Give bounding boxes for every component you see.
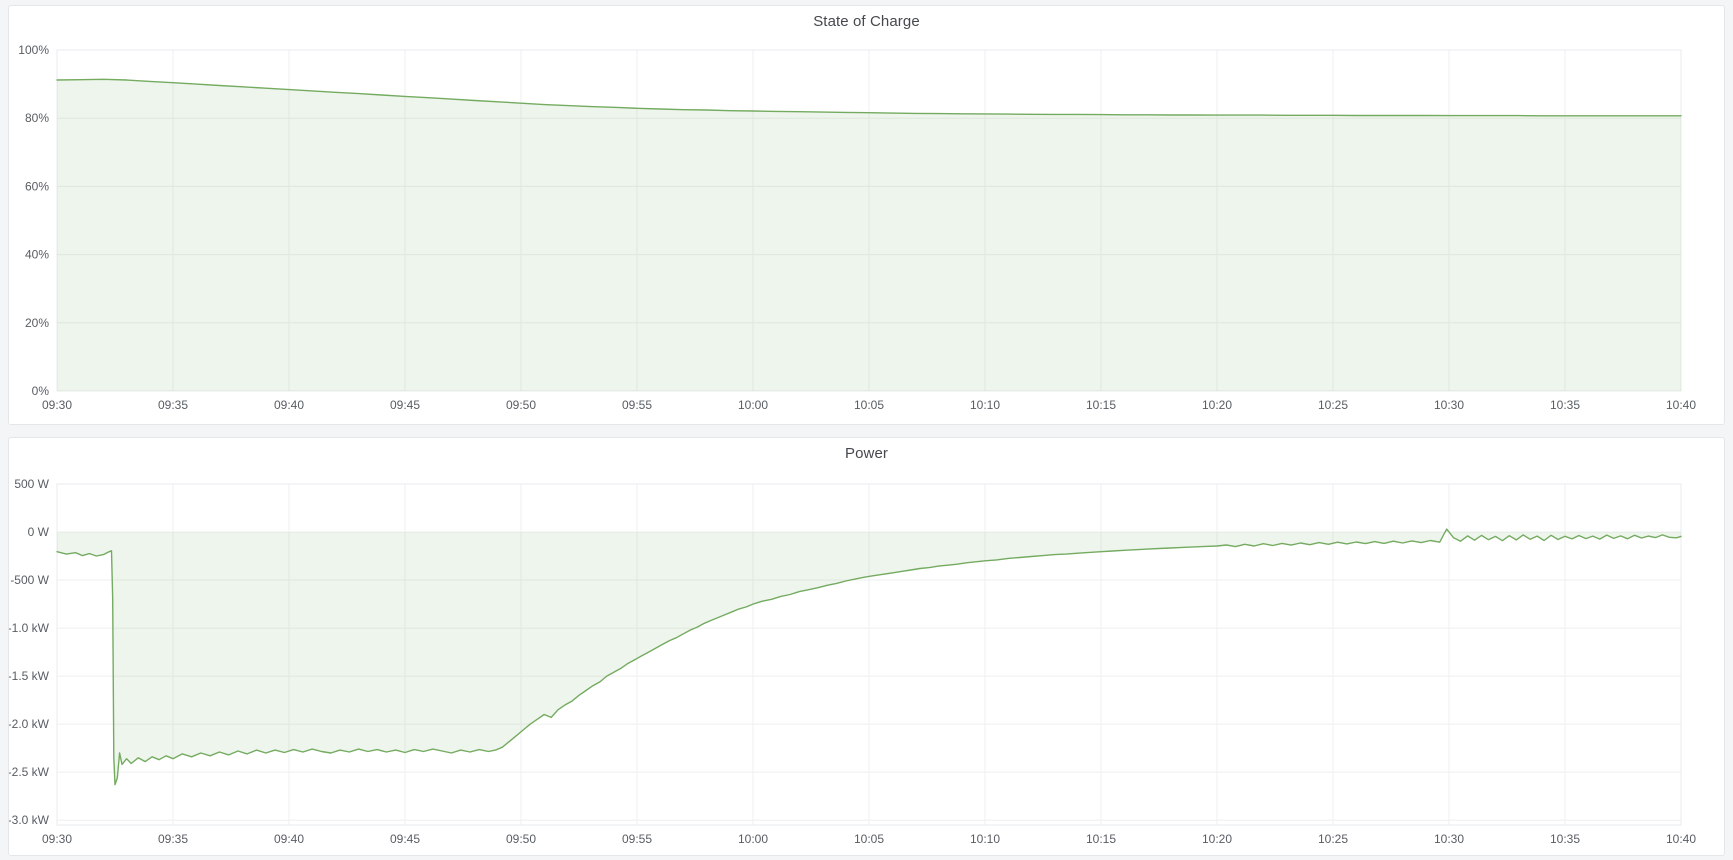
- series-area-fill: [57, 529, 1681, 785]
- x-tick-label: 09:55: [622, 398, 652, 412]
- y-tick-label: 0 W: [28, 525, 50, 539]
- y-tick-label: 20%: [25, 316, 49, 330]
- soc-panel-title: State of Charge: [813, 13, 920, 30]
- x-tick-label: 10:40: [1666, 832, 1696, 846]
- x-tick-label: 09:35: [158, 832, 188, 846]
- x-tick-label: 10:25: [1318, 832, 1348, 846]
- y-tick-label: -1.5 kW: [9, 669, 50, 683]
- x-tick-label: 09:50: [506, 398, 536, 412]
- x-tick-label: 10:25: [1318, 398, 1348, 412]
- x-tick-label: 10:30: [1434, 832, 1464, 846]
- soc-panel: State of Charge 100% 80% 60% 40% 20% 0% 09:30 0…: [8, 5, 1725, 425]
- x-tick-label: 10:10: [970, 832, 1000, 846]
- x-tick-label: 10:35: [1550, 832, 1580, 846]
- series-line: [56, 528, 1682, 786]
- y-tick-label: -2.0 kW: [9, 717, 50, 731]
- x-tick-label: 09:45: [390, 398, 420, 412]
- y-tick-label: 0%: [32, 384, 50, 398]
- x-tick-label: 10:00: [738, 832, 768, 846]
- x-tick-label: 10:05: [854, 832, 884, 846]
- x-tick-label: 10:00: [738, 398, 768, 412]
- x-tick-label: 09:45: [390, 832, 420, 846]
- x-tick-label: 09:40: [274, 398, 304, 412]
- x-tick-label: 10:10: [970, 398, 1000, 412]
- y-tick-label: -3.0 kW: [9, 813, 50, 827]
- power-chart[interactable]: 500 W 0 W -500 W -1.0 kW -1.5 kW -2.0 kW -2.5 …: [9, 438, 1724, 855]
- y-tick-label: 80%: [25, 111, 49, 125]
- power-panel: Power 500 W 0 W -500 W -1.0 kW -1.5 kW -2.0 k…: [8, 437, 1725, 856]
- x-tick-label: 09:35: [158, 398, 188, 412]
- y-tick-label: 100%: [18, 43, 49, 57]
- series-line: [56, 78, 1682, 117]
- x-tick-label: 09:40: [274, 832, 304, 846]
- x-tick-label: 09:30: [42, 398, 72, 412]
- plot-border: [56, 483, 1682, 826]
- x-tick-label: 10:40: [1666, 398, 1696, 412]
- x-tick-label: 10:20: [1202, 398, 1232, 412]
- y-tick-label: 40%: [25, 248, 49, 262]
- x-tick-label: 10:05: [854, 398, 884, 412]
- x-tick-label: 10:35: [1550, 398, 1580, 412]
- x-tick-label: 09:50: [506, 832, 536, 846]
- y-tick-label: 500 W: [14, 477, 49, 491]
- y-tick-label: -500 W: [10, 573, 49, 587]
- series-area-fill: [57, 79, 1681, 392]
- x-tick-label: 09:30: [42, 832, 72, 846]
- soc-chart[interactable]: 100% 80% 60% 40% 20% 0%09:30 09:35 09:40 09:45 09…: [9, 6, 1724, 424]
- x-tick-label: 10:30: [1434, 398, 1464, 412]
- x-tick-label: 10:15: [1086, 832, 1116, 846]
- plot-border: [56, 49, 1682, 392]
- x-tick-label: 10:20: [1202, 832, 1232, 846]
- y-tick-label: 60%: [25, 179, 49, 193]
- y-tick-label: -2.5 kW: [9, 765, 50, 779]
- power-panel-title: Power: [844, 445, 889, 462]
- x-tick-label: 09:55: [622, 832, 652, 846]
- x-tick-label: 10:15: [1086, 398, 1116, 412]
- y-tick-label: -1.0 kW: [9, 621, 50, 635]
